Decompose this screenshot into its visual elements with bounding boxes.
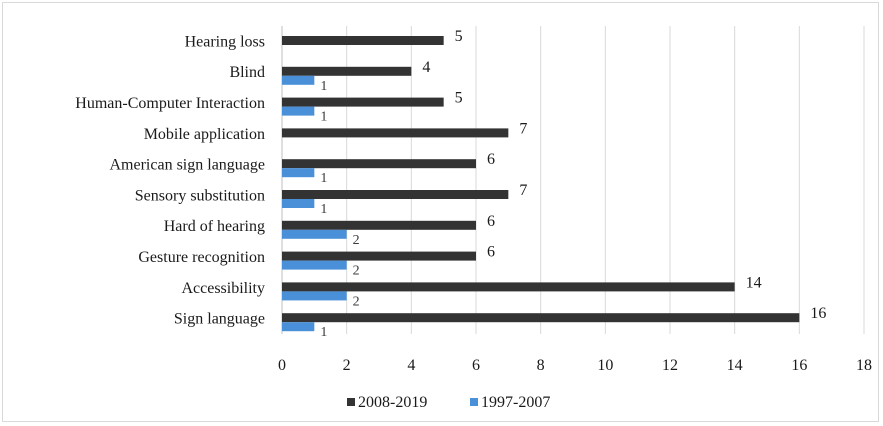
bar-1997-2007 [282,229,347,239]
data-label-1997-2007: 1 [320,110,327,125]
data-label-2008-2019: 7 [519,120,527,137]
data-label-2008-2019: 7 [519,182,527,199]
category-label: Accessibility [181,280,265,297]
bar-2008-2019 [282,66,412,76]
x-tick-label: 12 [662,357,678,374]
x-tick-label: 16 [791,357,807,374]
bar-2008-2019 [282,190,509,199]
bar-2008-2019 [282,251,476,261]
category-label: Mobile application [144,126,265,143]
legend-swatch [470,398,478,406]
category-label: Hearing loss [185,33,265,50]
data-label-2008-2019: 6 [487,244,495,261]
x-tick-label: 8 [537,357,545,374]
data-label-1997-2007: 2 [353,264,360,279]
data-label-2008-2019: 5 [455,90,463,107]
bar-1997-2007 [282,75,315,85]
category-label: Hard of hearing [164,218,265,235]
bar-2008-2019 [282,97,444,107]
x-tick-label: 0 [278,357,286,374]
x-tick-label: 6 [472,357,480,374]
chart-frame [2,2,879,422]
bar-1997-2007 [282,199,315,208]
data-label-1997-2007: 1 [320,171,327,186]
x-tick-labels: 0 2 4 6 8 10 12 14 16 18 [278,357,872,374]
legend-item-2008-2019: 2008-2019 [347,394,427,411]
legend-label: 1997-2007 [481,394,550,411]
category-label: American sign language [110,157,266,174]
data-label-2008-2019: 14 [746,274,762,291]
x-tick-label: 10 [597,357,613,374]
data-label-2008-2019: 6 [487,151,495,168]
data-label-2008-2019: 6 [487,213,495,230]
category-labels: Hearing loss Blind Human-Computer Interact… [75,33,265,327]
data-label-1997-2007: 2 [353,233,360,248]
data-label-2008-2019: 16 [810,305,826,322]
x-tick-label: 4 [407,357,415,374]
x-tick-label: 2 [343,357,351,374]
x-tick-label: 18 [856,357,872,374]
data-label-1997-2007: 1 [320,79,327,94]
data-label-1997-2007: 1 [320,202,327,217]
bar-1997-2007 [282,322,315,332]
bar-2008-2019 [282,282,735,292]
x-tick-label: 14 [727,357,743,374]
legend: 2008-2019 1997-2007 [347,394,550,411]
bar-1997-2007 [282,291,347,301]
data-label-1997-2007: 2 [353,294,360,309]
bar-2008-2019 [282,128,509,138]
category-label: Sensory substitution [135,187,265,204]
bar-2008-2019 [282,159,476,169]
data-label-2008-2019: 5 [455,28,463,45]
legend-label: 2008-2019 [358,394,427,411]
bar-1997-2007 [282,168,315,178]
category-label: Gesture recognition [138,249,265,266]
legend-swatch [347,398,355,406]
category-label: Human-Computer Interaction [75,95,265,112]
bar-2008-2019 [282,36,444,45]
bar-1997-2007 [282,260,347,270]
bar-2008-2019 [282,220,476,230]
category-label: Sign language [174,311,265,328]
bar-1997-2007 [282,106,315,116]
data-label-2008-2019: 4 [422,59,430,76]
legend-item-1997-2007: 1997-2007 [470,394,550,411]
category-label: Blind [229,64,265,81]
data-label-1997-2007: 1 [320,325,327,340]
bar-2008-2019 [282,313,800,323]
